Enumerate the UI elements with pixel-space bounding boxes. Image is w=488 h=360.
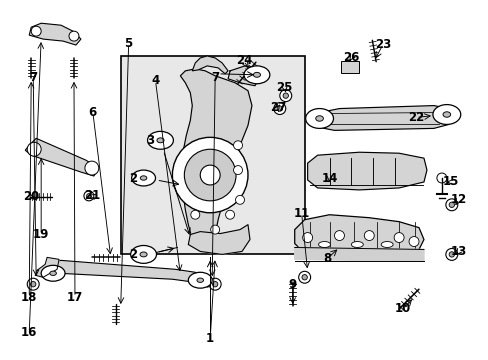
Text: 15: 15 (442, 175, 458, 189)
Circle shape (283, 93, 288, 98)
Text: 2: 2 (129, 171, 138, 185)
Circle shape (86, 194, 91, 198)
Ellipse shape (188, 272, 212, 288)
Circle shape (27, 142, 41, 156)
Text: 1: 1 (206, 332, 214, 345)
Circle shape (302, 275, 307, 280)
Circle shape (209, 278, 221, 290)
Text: 16: 16 (21, 326, 38, 339)
Ellipse shape (432, 105, 460, 125)
Text: 27: 27 (269, 101, 285, 114)
Circle shape (30, 282, 36, 287)
Circle shape (334, 231, 344, 240)
Circle shape (233, 141, 242, 150)
Polygon shape (227, 66, 260, 86)
Polygon shape (307, 152, 426, 190)
Circle shape (184, 149, 236, 201)
Text: 19: 19 (33, 228, 49, 241)
Text: 9: 9 (288, 278, 296, 291)
Circle shape (277, 106, 282, 111)
Circle shape (408, 237, 418, 247)
Circle shape (31, 26, 41, 36)
Circle shape (448, 202, 453, 207)
Text: 2: 2 (129, 248, 138, 261)
Ellipse shape (197, 278, 203, 282)
Ellipse shape (442, 112, 450, 117)
Polygon shape (294, 247, 423, 261)
Ellipse shape (130, 246, 156, 264)
Ellipse shape (41, 265, 65, 281)
Circle shape (445, 199, 457, 211)
Text: 21: 21 (83, 189, 100, 202)
Text: 6: 6 (88, 106, 97, 119)
Circle shape (448, 252, 453, 257)
Text: 8: 8 (323, 252, 331, 265)
Polygon shape (188, 225, 249, 255)
Ellipse shape (351, 242, 363, 247)
Polygon shape (29, 23, 81, 45)
Bar (341, 61, 359, 73)
Circle shape (190, 210, 199, 219)
Circle shape (235, 195, 244, 204)
Circle shape (445, 248, 457, 260)
Text: 3: 3 (146, 134, 154, 147)
Ellipse shape (244, 66, 269, 84)
Text: 5: 5 (124, 37, 133, 50)
Bar (121, 56, 304, 255)
Ellipse shape (147, 131, 173, 149)
Text: 4: 4 (151, 74, 159, 87)
Circle shape (85, 161, 99, 175)
Ellipse shape (140, 176, 146, 180)
Text: 23: 23 (374, 37, 390, 50)
Polygon shape (25, 138, 99, 176)
Circle shape (393, 233, 403, 243)
Polygon shape (309, 105, 453, 130)
Text: 14: 14 (321, 171, 337, 185)
Text: 20: 20 (23, 190, 39, 203)
Circle shape (212, 282, 218, 287)
Circle shape (436, 173, 446, 183)
Polygon shape (192, 56, 227, 74)
Circle shape (172, 137, 247, 213)
Circle shape (302, 233, 312, 243)
Ellipse shape (315, 116, 323, 121)
Text: 7: 7 (211, 71, 219, 84)
Circle shape (273, 103, 285, 114)
Text: 7: 7 (29, 71, 37, 84)
Circle shape (364, 231, 373, 240)
Circle shape (200, 165, 220, 185)
Polygon shape (180, 69, 251, 249)
Circle shape (279, 90, 291, 102)
Ellipse shape (157, 138, 163, 143)
Text: 11: 11 (293, 207, 309, 220)
Ellipse shape (381, 242, 392, 247)
Text: 12: 12 (450, 193, 466, 206)
Circle shape (69, 31, 79, 41)
Text: 18: 18 (21, 291, 38, 303)
Circle shape (210, 225, 219, 234)
Circle shape (27, 278, 39, 290)
Circle shape (84, 191, 94, 201)
Circle shape (225, 210, 234, 219)
Ellipse shape (253, 72, 260, 77)
Text: 10: 10 (394, 302, 410, 315)
Text: 22: 22 (407, 111, 423, 124)
Text: 13: 13 (450, 245, 466, 258)
Polygon shape (35, 257, 59, 277)
Polygon shape (43, 260, 208, 287)
Ellipse shape (305, 109, 333, 129)
Text: 26: 26 (343, 51, 359, 64)
Ellipse shape (140, 252, 147, 257)
Polygon shape (294, 215, 423, 257)
Circle shape (298, 271, 310, 283)
Text: 25: 25 (276, 81, 292, 94)
Ellipse shape (50, 271, 56, 275)
Ellipse shape (131, 170, 155, 186)
Text: 17: 17 (67, 291, 83, 303)
Text: 24: 24 (235, 54, 252, 67)
Ellipse shape (318, 242, 330, 247)
Circle shape (233, 166, 242, 175)
